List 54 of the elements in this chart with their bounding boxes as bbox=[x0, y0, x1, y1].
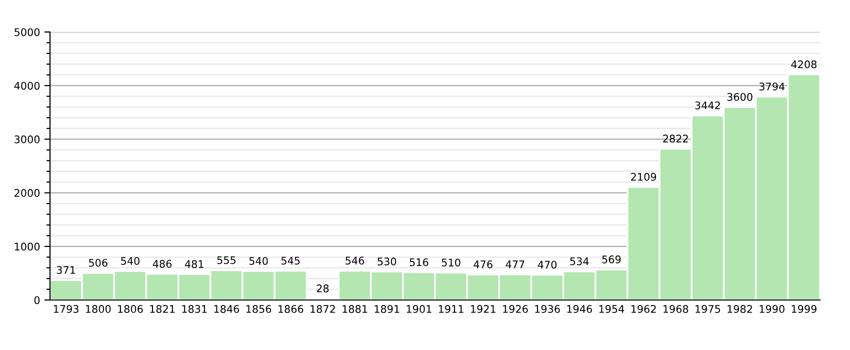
x-tick-label: 1968 bbox=[664, 305, 688, 313]
x-tick-label: 1936 bbox=[535, 305, 560, 313]
data-label: 540 bbox=[121, 256, 140, 265]
x-tick-label: 1926 bbox=[503, 305, 528, 313]
data-label: 569 bbox=[602, 255, 621, 264]
x-tick-label: 1962 bbox=[631, 305, 656, 313]
data-label: 3442 bbox=[695, 101, 720, 110]
x-tick-label: 1946 bbox=[567, 305, 592, 313]
data-label: 534 bbox=[570, 257, 589, 266]
y-tick-label: 5000 bbox=[14, 28, 40, 36]
x-tick-label: 1990 bbox=[760, 305, 784, 313]
x-tick-label: 1921 bbox=[471, 305, 496, 313]
x-tick-label: 1866 bbox=[278, 305, 304, 313]
x-tick-label: 1821 bbox=[150, 305, 175, 313]
data-label: 2109 bbox=[631, 172, 656, 181]
x-tick-label: 1806 bbox=[118, 305, 143, 313]
x-tick-label: 1872 bbox=[310, 305, 335, 313]
data-label: 510 bbox=[442, 258, 460, 266]
data-label: 4208 bbox=[791, 60, 816, 68]
data-label: 2822 bbox=[663, 134, 688, 143]
data-label: 540 bbox=[249, 256, 268, 265]
x-tick-label: 1831 bbox=[182, 305, 207, 313]
x-tick-label: 1954 bbox=[599, 305, 624, 313]
y-tick-label: 1000 bbox=[14, 242, 40, 251]
x-tick-label: 1982 bbox=[728, 305, 752, 313]
data-label: 477 bbox=[506, 260, 524, 268]
x-tick-label: 1800 bbox=[86, 305, 111, 313]
data-label: 28 bbox=[316, 284, 329, 292]
data-label: 3600 bbox=[727, 92, 752, 101]
data-label: 3794 bbox=[759, 82, 785, 90]
y-tick-label: 2000 bbox=[14, 189, 40, 197]
x-tick-label: 1881 bbox=[342, 305, 368, 313]
y-tick-label: 4000 bbox=[14, 82, 40, 90]
data-label: 530 bbox=[378, 258, 396, 266]
data-label: 546 bbox=[346, 256, 364, 265]
data-label: 476 bbox=[474, 260, 492, 268]
data-label: 371 bbox=[56, 266, 76, 274]
data-label: 506 bbox=[88, 258, 108, 267]
y-tick-label: 3000 bbox=[14, 135, 40, 144]
x-tick-label: 1891 bbox=[374, 305, 400, 313]
x-tick-label: 1793 bbox=[54, 305, 78, 313]
data-label: 470 bbox=[538, 260, 557, 269]
data-label: 516 bbox=[410, 258, 428, 266]
data-label: 481 bbox=[184, 260, 204, 268]
y-tick-label: 0 bbox=[34, 296, 40, 304]
x-tick-label: 1856 bbox=[246, 305, 272, 313]
data-label: 555 bbox=[217, 256, 236, 264]
x-tick-label: 1901 bbox=[406, 305, 432, 313]
data-label: 486 bbox=[152, 260, 172, 268]
x-tick-label: 1975 bbox=[696, 305, 720, 313]
x-tick-label: 1999 bbox=[792, 305, 816, 313]
x-tick-label: 1911 bbox=[438, 305, 464, 313]
x-tick-label: 1846 bbox=[214, 305, 240, 313]
data-label: 545 bbox=[281, 256, 300, 265]
